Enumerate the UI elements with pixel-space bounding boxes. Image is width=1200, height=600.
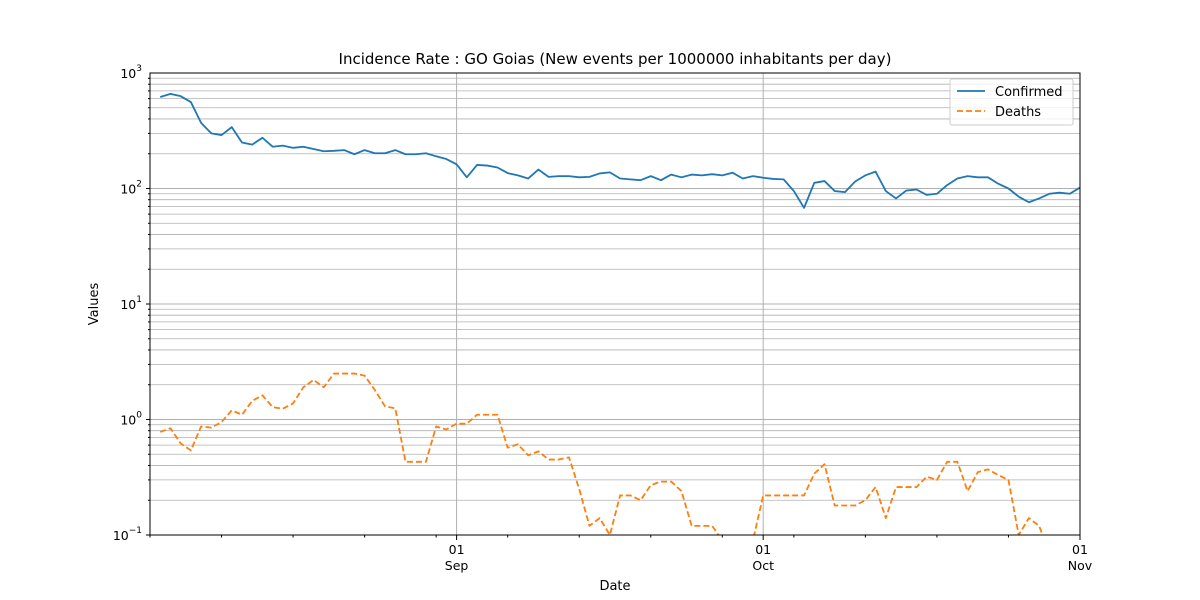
series-line-confirmed	[159, 92, 1080, 209]
y-tick-label: 102	[120, 180, 142, 197]
x-tick-month-label: Sep	[445, 558, 469, 573]
y-tick-label: 101	[120, 295, 142, 312]
chart-title: Incidence Rate : GO Goias (New events pe…	[339, 50, 892, 68]
x-tick-day-label: 01	[755, 542, 771, 557]
legend-label-confirmed: Confirmed	[995, 85, 1063, 100]
x-tick-month-label: Oct	[752, 558, 774, 573]
series-layer	[159, 92, 1080, 535]
legend: Confirmed Deaths	[949, 78, 1074, 126]
x-axis-label: Date	[599, 579, 630, 594]
legend-label-deaths: Deaths	[995, 105, 1041, 120]
y-tick-label: 100	[120, 411, 142, 428]
y-axis-label: Values	[87, 283, 102, 326]
y-tick-label: 10−1	[113, 526, 142, 543]
x-tick-day-label: 01	[1072, 542, 1088, 557]
x-tick-day-label: 01	[449, 542, 465, 557]
y-tick-label: 103	[120, 64, 142, 81]
x-tick-month-label: Nov	[1068, 558, 1093, 573]
grid	[150, 73, 1081, 536]
series-line-deaths	[159, 372, 1044, 535]
